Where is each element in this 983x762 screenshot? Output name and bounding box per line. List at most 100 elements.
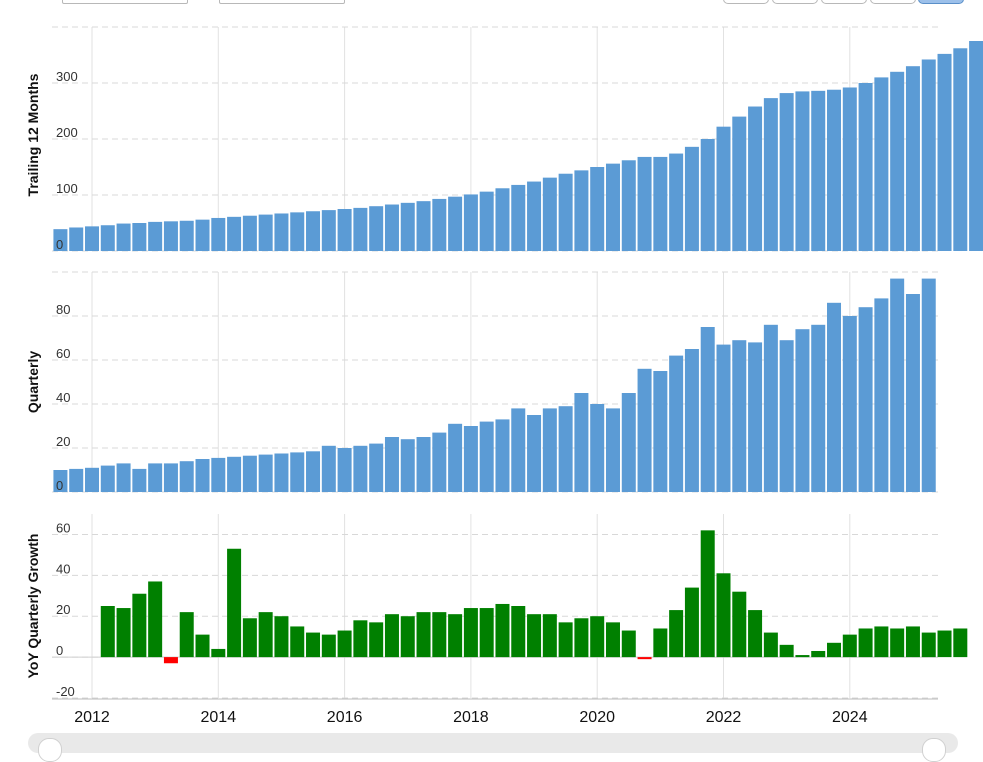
bar <box>811 90 826 251</box>
bar <box>511 184 526 251</box>
bar <box>779 644 794 658</box>
y-axis-title: Trailing 12 Months <box>25 73 41 196</box>
bar <box>353 207 368 251</box>
bar <box>306 632 321 658</box>
y-tick-label: 80 <box>56 302 70 317</box>
navigator-right-handle[interactable] <box>922 738 946 762</box>
bar <box>463 608 478 658</box>
bar <box>874 298 889 492</box>
bar <box>905 294 920 492</box>
y-tick-label: 60 <box>56 520 70 535</box>
bar <box>290 452 305 492</box>
bar <box>432 612 447 658</box>
bar <box>905 626 920 658</box>
bar <box>274 453 289 492</box>
bar <box>100 606 115 658</box>
bar <box>511 408 526 492</box>
bar <box>637 368 652 492</box>
bar <box>621 393 636 492</box>
bar <box>400 439 415 492</box>
navigator-scrollbar[interactable] <box>28 733 958 753</box>
bar <box>953 48 968 251</box>
bar <box>621 160 636 251</box>
bar <box>495 603 510 658</box>
x-tick-label: 2018 <box>453 709 489 726</box>
bar <box>148 463 163 492</box>
bar <box>732 591 747 658</box>
bar <box>827 302 842 492</box>
y-axis-title: YoY Quarterly Growth <box>25 534 41 679</box>
bar <box>448 196 463 251</box>
x-tick-label: 2012 <box>74 709 110 726</box>
bar <box>337 448 352 492</box>
bar <box>858 307 873 492</box>
bar <box>937 53 952 251</box>
bar <box>890 628 905 658</box>
bar <box>479 191 494 251</box>
bar <box>763 98 778 252</box>
navigator-left-handle[interactable] <box>38 738 62 762</box>
bar <box>369 443 384 492</box>
bar <box>148 581 163 658</box>
y-tick-label: 0 <box>56 237 63 252</box>
bar <box>132 468 147 492</box>
start-date-input[interactable] <box>62 0 188 4</box>
bar <box>384 204 399 251</box>
bar <box>148 221 163 251</box>
y-tick-label: 300 <box>56 69 78 84</box>
bar <box>700 327 715 492</box>
bar <box>527 415 542 492</box>
bar <box>605 622 620 658</box>
bar <box>100 225 115 251</box>
bar <box>432 198 447 251</box>
bar <box>795 329 810 492</box>
bar <box>748 342 763 492</box>
bar <box>842 316 857 492</box>
bar <box>811 324 826 492</box>
bar <box>605 163 620 251</box>
bar <box>874 626 889 658</box>
bar <box>306 211 321 251</box>
bar <box>227 548 242 658</box>
bar <box>448 423 463 492</box>
bar <box>921 278 936 492</box>
bar <box>795 91 810 252</box>
bar <box>558 622 573 658</box>
bar <box>163 463 178 492</box>
bar <box>321 210 336 251</box>
bar <box>684 146 699 251</box>
bar <box>384 437 399 492</box>
grid-lines <box>52 26 938 700</box>
y-tick-label: 200 <box>56 125 78 140</box>
bar <box>479 421 494 492</box>
bar <box>969 41 983 251</box>
bar <box>669 610 684 658</box>
bar <box>463 194 478 251</box>
bar <box>732 116 747 251</box>
bar <box>179 461 194 492</box>
bar <box>700 530 715 658</box>
bar <box>116 463 131 492</box>
bar <box>700 139 715 251</box>
bar <box>827 89 842 251</box>
bar <box>763 324 778 492</box>
bar <box>211 648 226 658</box>
bar <box>637 657 652 660</box>
bar <box>432 432 447 492</box>
bar <box>179 612 194 658</box>
y-tick-label: 20 <box>56 602 70 617</box>
y-tick-label: 40 <box>56 561 70 576</box>
bar <box>179 220 194 251</box>
bar <box>605 408 620 492</box>
bar <box>495 419 510 492</box>
bar <box>69 227 84 251</box>
bar <box>653 156 668 251</box>
bar <box>842 87 857 251</box>
end-date-input[interactable] <box>219 0 345 4</box>
bar <box>779 340 794 492</box>
bar <box>274 616 289 658</box>
bar <box>195 634 210 658</box>
x-tick-label: 2022 <box>706 709 742 726</box>
